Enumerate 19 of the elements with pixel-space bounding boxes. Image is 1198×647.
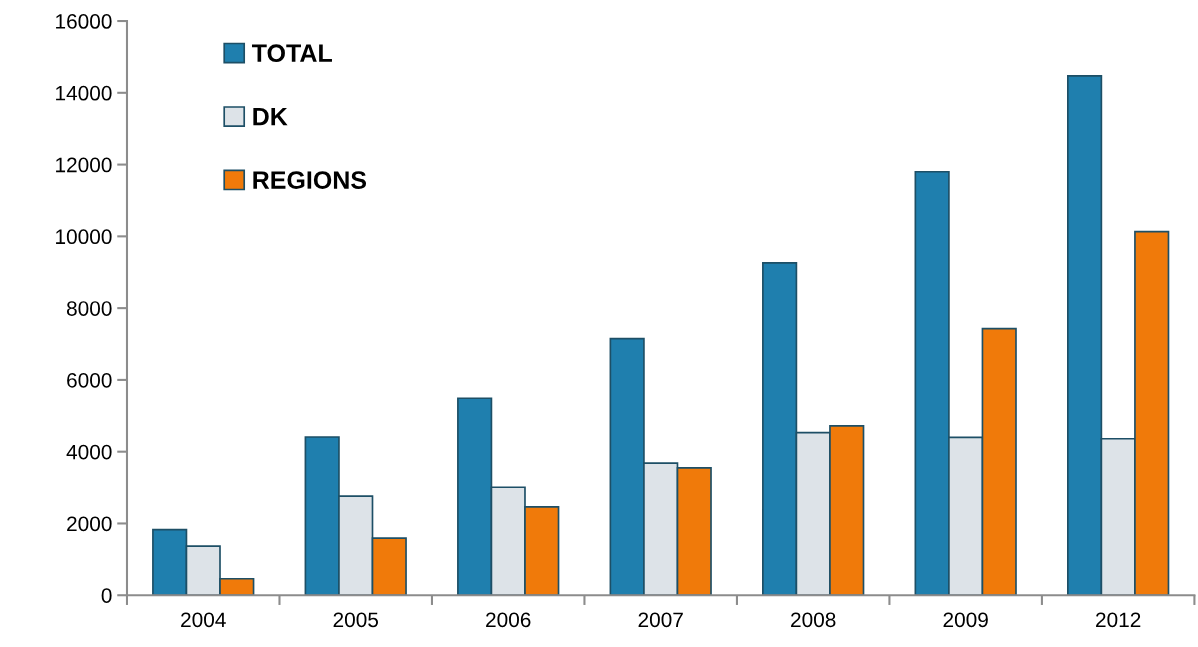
x-tick-label: 2005 [333, 612, 379, 628]
legend-label: DK [253, 108, 288, 126]
y-tick-label: 16000 [56, 14, 112, 29]
x-tick-label: 2007 [638, 612, 683, 628]
x-tick-label: 2012 [1096, 612, 1141, 628]
y-tick-label: 12000 [56, 157, 112, 173]
y-tick-label: 6000 [67, 372, 112, 388]
y-tick-label: 10000 [56, 229, 112, 245]
x-tick-label: 2008 [791, 612, 836, 628]
y-tick-label: 4000 [66, 444, 112, 460]
y-tick-label: 2000 [67, 516, 112, 532]
x-tick-label: 2004 [181, 612, 226, 628]
x-tick-label: 2009 [943, 612, 988, 628]
x-tick-label: 2006 [486, 612, 531, 628]
legend-label: REGIONS [253, 171, 367, 189]
y-tick-label: 0 [101, 588, 112, 603]
legend-label: TOTAL [251, 44, 332, 63]
y-tick-label: 8000 [66, 301, 112, 316]
y-tick-label: 14000 [56, 85, 112, 101]
